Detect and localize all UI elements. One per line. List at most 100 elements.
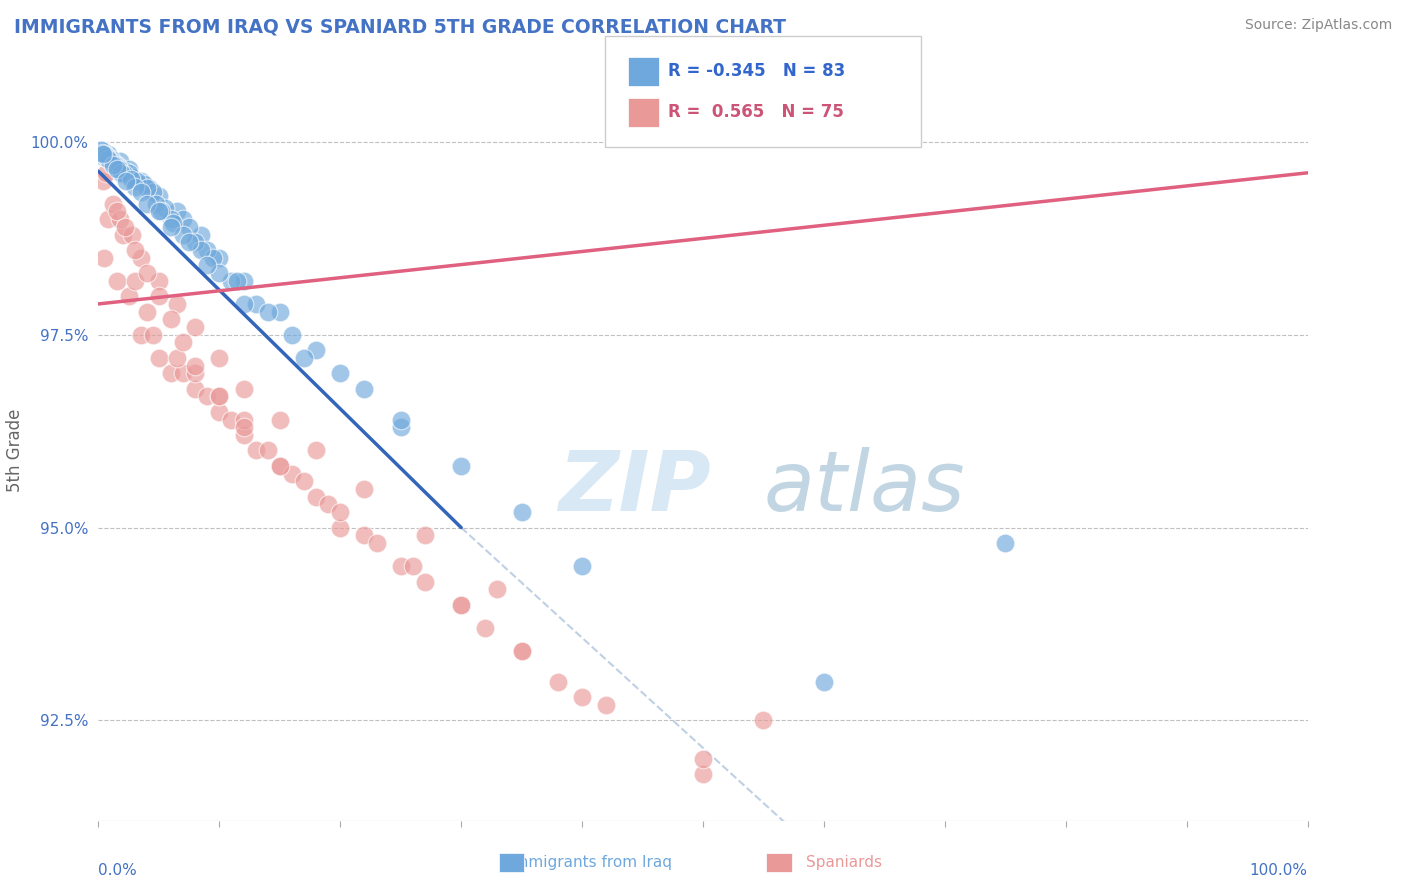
- Point: [142, 185, 165, 199]
- Point: [110, 166, 132, 180]
- Point: [571, 559, 593, 574]
- Point: [150, 204, 173, 219]
- Point: [105, 161, 128, 176]
- Point: [145, 196, 167, 211]
- Point: [96, 150, 118, 164]
- Text: Spaniards: Spaniards: [806, 855, 882, 870]
- Point: [245, 443, 267, 458]
- Point: [124, 179, 146, 194]
- Point: [129, 173, 152, 187]
- Point: [166, 297, 188, 311]
- Point: [135, 196, 157, 211]
- Point: [108, 212, 131, 227]
- Point: [104, 158, 127, 172]
- Point: [148, 274, 170, 288]
- Point: [450, 458, 472, 473]
- Point: [100, 152, 122, 166]
- Point: [98, 153, 121, 168]
- Point: [184, 382, 207, 396]
- Point: [111, 227, 134, 242]
- Point: [389, 559, 412, 574]
- Point: [97, 152, 120, 166]
- Point: [208, 251, 231, 265]
- Point: [166, 351, 188, 365]
- Point: [105, 204, 128, 219]
- Point: [547, 674, 569, 689]
- Text: R =  0.565   N = 75: R = 0.565 N = 75: [668, 103, 844, 121]
- Point: [94, 149, 117, 163]
- Point: [281, 467, 304, 481]
- Point: [305, 490, 328, 504]
- Point: [166, 204, 188, 219]
- Point: [108, 154, 131, 169]
- Point: [153, 201, 176, 215]
- Point: [208, 389, 231, 403]
- Point: [305, 443, 328, 458]
- Point: [353, 482, 375, 496]
- Point: [118, 289, 141, 303]
- Point: [208, 389, 231, 403]
- Point: [329, 520, 352, 534]
- Point: [135, 304, 157, 318]
- Point: [510, 505, 533, 519]
- Point: [256, 304, 278, 318]
- Point: [90, 143, 112, 157]
- Point: [202, 251, 225, 265]
- Point: [127, 173, 149, 187]
- Point: [114, 164, 136, 178]
- Text: R = -0.345   N = 83: R = -0.345 N = 83: [668, 62, 845, 80]
- Point: [118, 166, 141, 180]
- Point: [107, 160, 129, 174]
- Point: [124, 173, 146, 187]
- Point: [160, 212, 183, 227]
- Point: [179, 219, 201, 234]
- Point: [172, 212, 194, 227]
- Point: [118, 161, 141, 176]
- Point: [184, 367, 207, 381]
- Point: [208, 405, 231, 419]
- Point: [269, 412, 291, 426]
- Point: [292, 351, 315, 365]
- Point: [232, 382, 254, 396]
- Point: [160, 312, 183, 326]
- Point: [329, 367, 352, 381]
- Point: [221, 412, 243, 426]
- Text: 0.0%: 0.0%: [98, 863, 138, 878]
- Point: [160, 367, 183, 381]
- Point: [595, 698, 617, 712]
- Point: [105, 274, 128, 288]
- Text: 100.0%: 100.0%: [1250, 863, 1308, 878]
- Point: [148, 289, 170, 303]
- Point: [103, 156, 125, 170]
- Point: [93, 251, 115, 265]
- Point: [389, 420, 412, 434]
- Point: [162, 216, 184, 230]
- Point: [108, 161, 131, 176]
- Point: [91, 173, 114, 187]
- Point: [232, 412, 254, 426]
- Point: [474, 621, 496, 635]
- Point: [195, 243, 218, 257]
- Point: [571, 690, 593, 705]
- Point: [124, 274, 146, 288]
- Point: [100, 155, 122, 169]
- Point: [692, 752, 714, 766]
- Point: [94, 166, 117, 180]
- Point: [91, 147, 114, 161]
- Point: [172, 227, 194, 242]
- Point: [121, 169, 143, 184]
- Text: ZIP: ZIP: [558, 447, 710, 528]
- Point: [450, 598, 472, 612]
- Point: [190, 227, 212, 242]
- Point: [115, 173, 138, 187]
- Point: [114, 219, 136, 234]
- Point: [105, 158, 128, 172]
- Point: [269, 458, 291, 473]
- Point: [269, 458, 291, 473]
- Point: [97, 212, 120, 227]
- Point: [256, 443, 278, 458]
- Point: [329, 505, 352, 519]
- Point: [221, 274, 243, 288]
- Point: [305, 343, 328, 358]
- Point: [129, 327, 152, 342]
